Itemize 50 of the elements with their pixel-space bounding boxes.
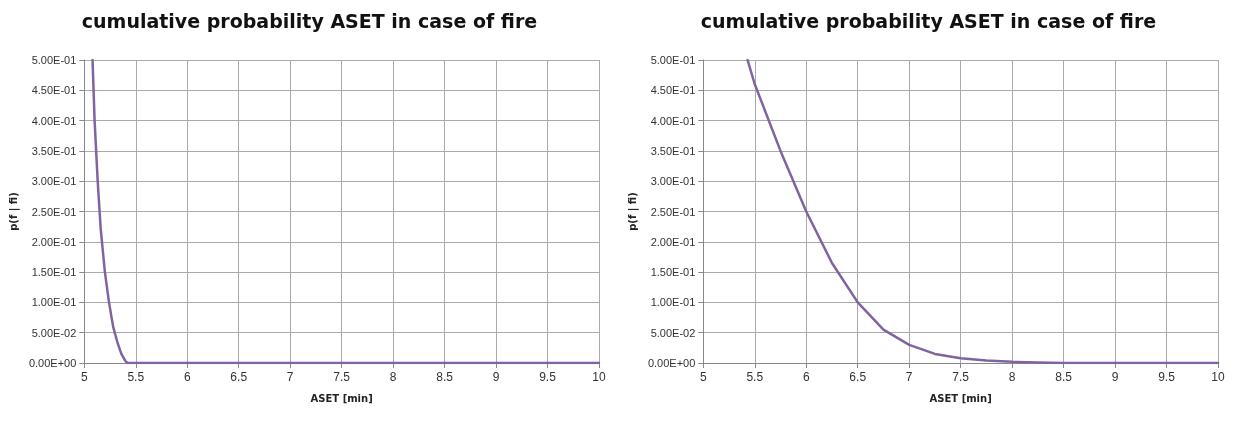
x-tick-label: 9.5 — [1158, 370, 1176, 384]
y-tick-label: 4.00E-01 — [650, 114, 696, 127]
x-tick-label: 7 — [286, 370, 294, 384]
y-tick-label: 1.00E-01 — [31, 296, 77, 309]
chart-title: cumulative probability ASET in case of fire — [700, 9, 1157, 32]
y-tick-label: 3.50E-01 — [31, 144, 77, 157]
x-tick-label: 6.5 — [230, 370, 248, 384]
x-tick-label: 5.5 — [746, 370, 764, 384]
x-tick-label: 5 — [699, 370, 707, 384]
x-axis-title: ASET [min] — [310, 392, 373, 404]
x-tick-label: 6.5 — [849, 370, 867, 384]
y-tick-label: 3.50E-01 — [650, 144, 696, 157]
y-tick-label: 5.00E-02 — [31, 326, 77, 339]
x-tick-label: 10 — [1211, 370, 1225, 384]
x-tick-label: 9 — [1111, 370, 1119, 384]
x-tick-label: 6 — [183, 370, 191, 384]
x-tick-label: 5.5 — [127, 370, 145, 384]
y-tick-label: 2.50E-01 — [31, 205, 77, 218]
y-tick-label: 2.00E-01 — [31, 235, 77, 248]
y-tick-label: 2.50E-01 — [650, 205, 696, 218]
x-tick-label: 9.5 — [539, 370, 557, 384]
y-tick-label: 5.00E-01 — [31, 54, 77, 66]
x-tick-label: 5 — [80, 370, 88, 384]
y-axis-title: p(f | fi) — [626, 192, 639, 231]
x-tick-label: 9 — [492, 370, 500, 384]
x-tick-label: 7 — [905, 370, 913, 384]
y-tick-label: 1.00E-01 — [650, 296, 696, 309]
y-tick-label: 4.50E-01 — [650, 84, 696, 97]
x-tick-label: 8.5 — [1055, 370, 1073, 384]
x-tick-label: 7.5 — [333, 370, 351, 384]
y-tick-label: 5.00E-01 — [650, 54, 696, 66]
x-tick-label: 8.5 — [436, 370, 454, 384]
x-tick-label: 8 — [389, 370, 397, 384]
x-tick-label: 8 — [1008, 370, 1016, 384]
y-tick-label: 2.00E-01 — [650, 235, 696, 248]
y-tick-label: 1.50E-01 — [650, 266, 696, 279]
x-axis-title: ASET [min] — [929, 392, 992, 404]
y-tick-label: 5.00E-02 — [650, 326, 696, 339]
y-tick-label: 1.50E-01 — [31, 266, 77, 279]
y-tick-label: 3.00E-01 — [650, 175, 696, 188]
y-tick-label: 4.50E-01 — [31, 84, 77, 97]
x-tick-label: 10 — [592, 370, 606, 384]
x-tick-label: 6 — [802, 370, 810, 384]
y-tick-label: 4.00E-01 — [31, 114, 77, 127]
y-tick-label: 0.00E+00 — [28, 357, 77, 369]
chart-title: cumulative probability ASET in case of fire — [81, 9, 538, 32]
y-tick-label: 0.00E+00 — [647, 357, 696, 369]
x-tick-label: 7.5 — [952, 370, 970, 384]
y-axis-title: p(f | fi) — [7, 192, 20, 231]
y-tick-label: 3.00E-01 — [31, 175, 77, 188]
